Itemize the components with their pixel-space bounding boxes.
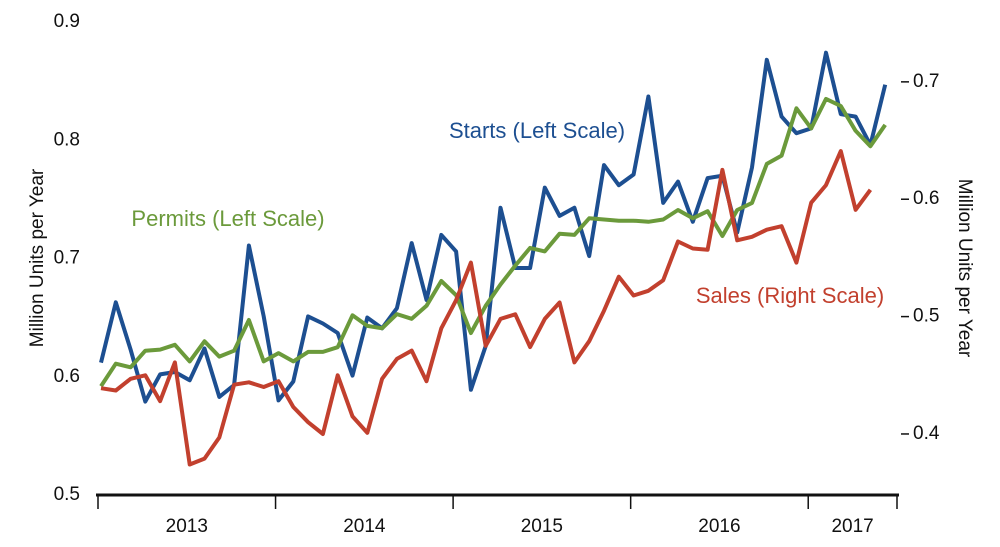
y-tick-label: 0.8 [54,129,80,150]
y2-tick-label: 0.5 [913,306,939,327]
y-tick-label: 0.5 [54,484,80,505]
y-tick-label: 0.6 [54,366,80,387]
x-tick-label: 2013 [166,516,208,537]
y-tick-label: 0.7 [54,248,80,269]
series-line [100,149,873,467]
y-tick-label: 0.9 [54,11,80,32]
y-axis-label: Million Units per Year [27,168,48,347]
x-tick-label: 2014 [343,516,386,537]
series-label: Sales (Right Scale) [696,283,884,308]
x-tick-label: 2015 [521,516,563,537]
x-tick-label: 2017 [831,516,873,537]
series-label: Starts (Left Scale) [449,118,625,143]
y2-tick-label: 0.4 [913,423,940,444]
series-line [99,96,887,388]
x-tick-label: 2016 [698,516,740,537]
y2-axis-label: Million Units per Year [954,179,975,358]
y2-tick-label: 0.6 [913,188,939,209]
series-label: Permits (Left Scale) [131,206,324,231]
y2-tick-label: 0.7 [913,71,939,92]
